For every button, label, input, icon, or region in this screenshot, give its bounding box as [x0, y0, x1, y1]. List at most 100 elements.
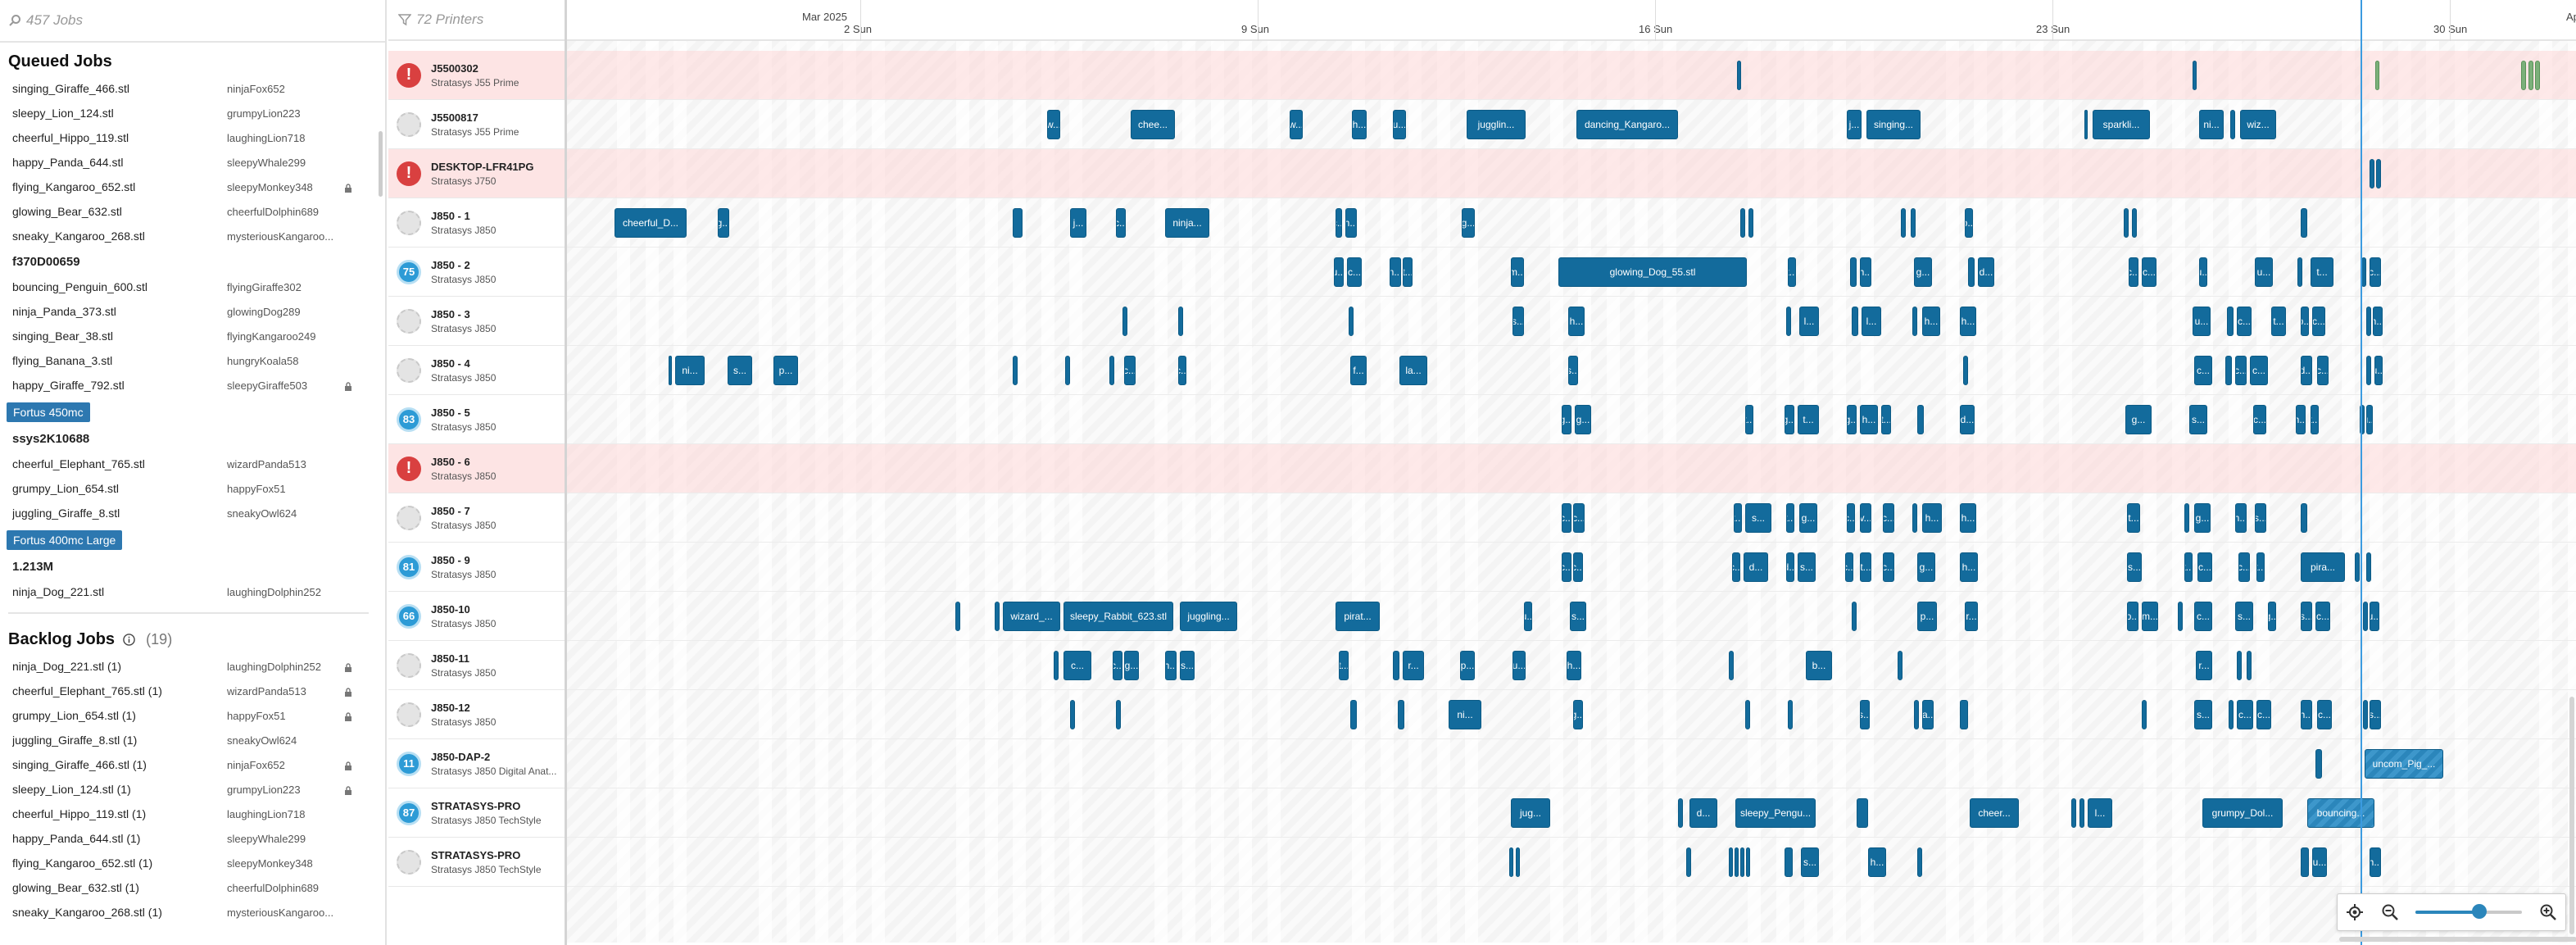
scheduled-job[interactable]: h...: [2370, 847, 2381, 877]
scheduled-job[interactable]: u...: [2255, 257, 2273, 287]
scheduled-job[interactable]: [1740, 208, 1745, 238]
scheduled-job[interactable]: singing...: [1866, 110, 1921, 139]
scheduled-job[interactable]: h...: [1868, 847, 1886, 877]
scheduled-job[interactable]: g...: [1914, 257, 1932, 287]
scheduled-job[interactable]: p...: [2301, 307, 2309, 336]
job-row[interactable]: cheerful_Elephant_765.stl (1) wizardPanda…: [0, 679, 385, 703]
scheduled-job[interactable]: c...: [1883, 503, 1894, 533]
job-row[interactable]: singing_Bear_38.stl flyingKangaroo249: [0, 324, 385, 348]
scheduled-job[interactable]: [2360, 405, 2365, 434]
printer-filter[interactable]: 72 Printers: [388, 0, 565, 41]
scheduled-job[interactable]: [2301, 208, 2307, 238]
job-row[interactable]: bouncing_Penguin_600.stl flyingGiraffe302: [0, 275, 385, 299]
scheduled-job[interactable]: [1516, 847, 1520, 877]
scheduled-job[interactable]: l...: [1862, 307, 1881, 336]
job-row[interactable]: sneaky_Kangaroo_268.stl (1) mysteriousKan…: [0, 900, 385, 925]
job-row[interactable]: cheerful_Hippo_119.stl (1) laughingLion71…: [0, 802, 385, 826]
scheduled-job[interactable]: ninja...: [1165, 208, 1209, 238]
printer-row[interactable]: J850 - 3 Stratasys J850: [388, 297, 565, 346]
scheduled-job[interactable]: h...: [2235, 503, 2247, 533]
job-row[interactable]: flying_Kangaroo_652.stl (1) sleepyMonkey3…: [0, 851, 385, 875]
scheduled-job[interactable]: [1509, 847, 1513, 877]
job-row[interactable]: flying_Kangaroo_652.stl sleepyMonkey348: [0, 175, 385, 199]
scheduled-job[interactable]: t...: [2311, 257, 2333, 287]
scheduled-job[interactable]: g...: [1799, 503, 1817, 533]
scheduled-job[interactable]: w...: [1047, 110, 1060, 139]
scheduled-job[interactable]: [2363, 602, 2368, 631]
zoom-slider[interactable]: [2415, 904, 2523, 919]
scheduled-job[interactable]: [2178, 602, 2183, 631]
scheduled-job[interactable]: glowing_Dog_55.stl: [1558, 257, 1747, 287]
scheduled-job[interactable]: c...: [1064, 651, 1091, 680]
scheduled-job[interactable]: u...: [2193, 307, 2211, 336]
scheduled-job[interactable]: d...: [1978, 257, 1994, 287]
printer-group-badge[interactable]: Fortus 400mc Large: [7, 530, 123, 550]
scheduled-job[interactable]: [2193, 61, 2197, 90]
printer-row[interactable]: J850-12 Stratasys J850: [388, 690, 565, 739]
scheduled-job[interactable]: t...: [2256, 552, 2265, 582]
scheduled-job[interactable]: [1968, 257, 1975, 287]
scheduled-job[interactable]: t...: [1798, 405, 1819, 434]
scheduled-job[interactable]: j...: [1847, 110, 1862, 139]
scheduled-job[interactable]: c...: [1845, 552, 1853, 582]
scheduled-job[interactable]: [2376, 159, 2381, 189]
scheduled-job[interactable]: la...: [1922, 700, 1934, 729]
scheduled-job[interactable]: [2521, 61, 2526, 90]
scheduled-job[interactable]: [1786, 307, 1791, 336]
scheduled-job[interactable]: [2247, 651, 2252, 680]
scheduled-job[interactable]: g...: [1462, 208, 1475, 238]
scheduled-job[interactable]: p...: [773, 356, 798, 385]
scheduled-job[interactable]: n...: [1390, 257, 1401, 287]
scheduled-job[interactable]: c...: [1178, 356, 1186, 385]
scheduled-job[interactable]: h...: [1922, 503, 1942, 533]
scheduled-job[interactable]: t...: [2184, 552, 2193, 582]
scheduled-job[interactable]: t...: [1860, 552, 1871, 582]
scheduled-job[interactable]: [2375, 61, 2379, 90]
scheduled-job[interactable]: g...: [1917, 552, 1935, 582]
scheduled-job[interactable]: g...: [2194, 503, 2211, 533]
printer-row[interactable]: ! DESKTOP-LFR41PG Stratasys J750: [388, 149, 565, 198]
scheduled-job[interactable]: g...: [1575, 405, 1591, 434]
scheduled-job[interactable]: c...: [1847, 503, 1855, 533]
printer-row[interactable]: 81 J850 - 9 Stratasys J850: [388, 543, 565, 592]
scheduled-job[interactable]: [1857, 798, 1868, 828]
scheduled-job[interactable]: h...: [1960, 503, 1976, 533]
scheduled-job[interactable]: u...: [2366, 405, 2373, 434]
job-row[interactable]: flying_Banana_3.stl hungryKoala58: [0, 348, 385, 373]
scheduled-job[interactable]: c...: [2253, 405, 2266, 434]
scheduled-job[interactable]: b...: [1965, 208, 1973, 238]
scheduled-job[interactable]: c...: [2237, 700, 2253, 729]
scheduled-job[interactable]: [1914, 700, 1919, 729]
scheduled-job[interactable]: [1960, 700, 1968, 729]
scheduled-job[interactable]: c...: [1347, 257, 1362, 287]
job-row[interactable]: ninja_Dog_221.stl laughingDolphin252: [0, 579, 385, 604]
scheduled-job[interactable]: [2355, 552, 2360, 582]
scheduled-job[interactable]: [1349, 307, 1354, 336]
job-row[interactable]: happy_Panda_644.stl sleepyWhale299: [0, 150, 385, 175]
scheduled-job[interactable]: [2315, 749, 2322, 779]
scheduled-job[interactable]: [1901, 208, 1906, 238]
scheduled-job[interactable]: [1735, 847, 1739, 877]
scheduled-job[interactable]: [669, 356, 672, 385]
scheduled-job[interactable]: [2366, 356, 2371, 385]
printer-group-badge[interactable]: Fortus 450mc: [7, 402, 90, 422]
scheduled-job[interactable]: s...: [1570, 602, 1586, 631]
scheduled-job[interactable]: [1350, 700, 1357, 729]
zoom-slider-handle[interactable]: [2472, 904, 2488, 919]
scheduled-job[interactable]: jugglin...: [1467, 110, 1526, 139]
scheduled-job[interactable]: [2370, 159, 2374, 189]
scheduled-job[interactable]: b...: [1806, 651, 1832, 680]
scheduled-job[interactable]: s...: [2301, 602, 2312, 631]
scheduled-job[interactable]: [1013, 208, 1023, 238]
scheduled-job[interactable]: sleepy_Rabbit_623.stl: [1064, 602, 1173, 631]
scheduled-job[interactable]: s...: [2235, 602, 2253, 631]
job-row[interactable]: ninja_Panda_373.stl glowingDog289: [0, 299, 385, 324]
scheduled-job[interactable]: t...: [2127, 503, 2140, 533]
job-row[interactable]: cheerful_Elephant_765.stl wizardPanda513: [0, 452, 385, 476]
scheduled-job[interactable]: s...: [1798, 552, 1816, 582]
scheduled-job[interactable]: [1912, 307, 1917, 336]
scheduled-job[interactable]: s...: [2127, 552, 2142, 582]
scheduled-job[interactable]: sleepy_Pengu...: [1735, 798, 1816, 828]
info-icon[interactable]: [122, 634, 135, 646]
scheduled-job[interactable]: [2079, 798, 2084, 828]
